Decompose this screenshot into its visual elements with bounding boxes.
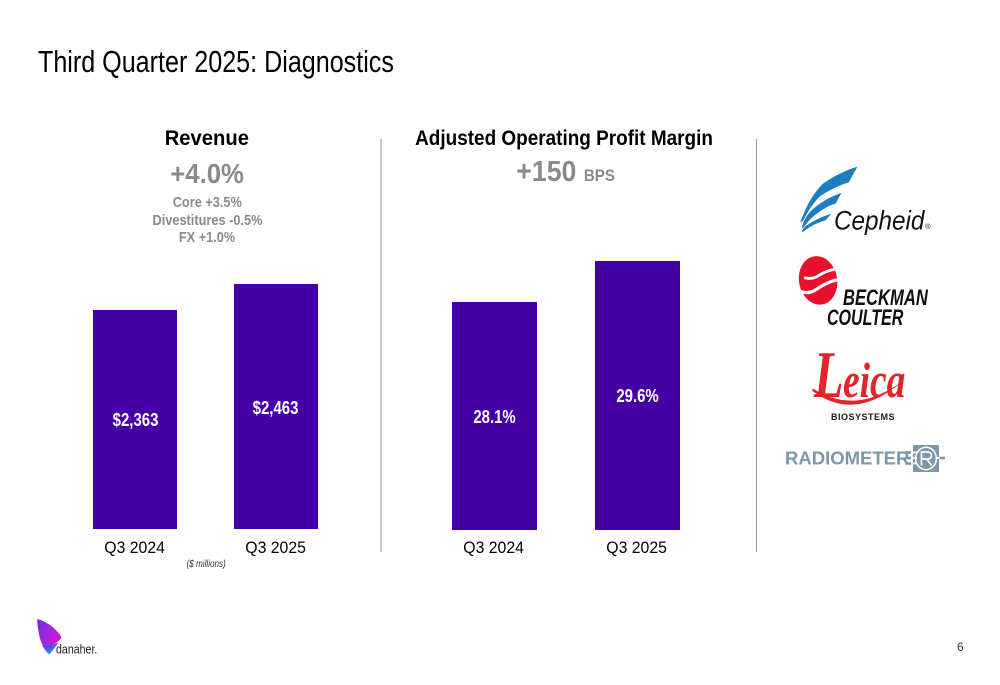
svg-text:COULTER: COULTER xyxy=(827,305,903,330)
svg-text:danaher.: danaher. xyxy=(56,643,97,657)
svg-text:BIOSYSTEMS: BIOSYSTEMS xyxy=(831,412,895,422)
svg-text:®: ® xyxy=(925,222,931,231)
svg-text:Cepheid: Cepheid xyxy=(834,206,925,235)
svg-text:BECKMAN: BECKMAN xyxy=(843,286,929,311)
svg-text:RADIOMETER: RADIOMETER xyxy=(785,448,909,469)
svg-text:eica: eica xyxy=(843,353,905,408)
